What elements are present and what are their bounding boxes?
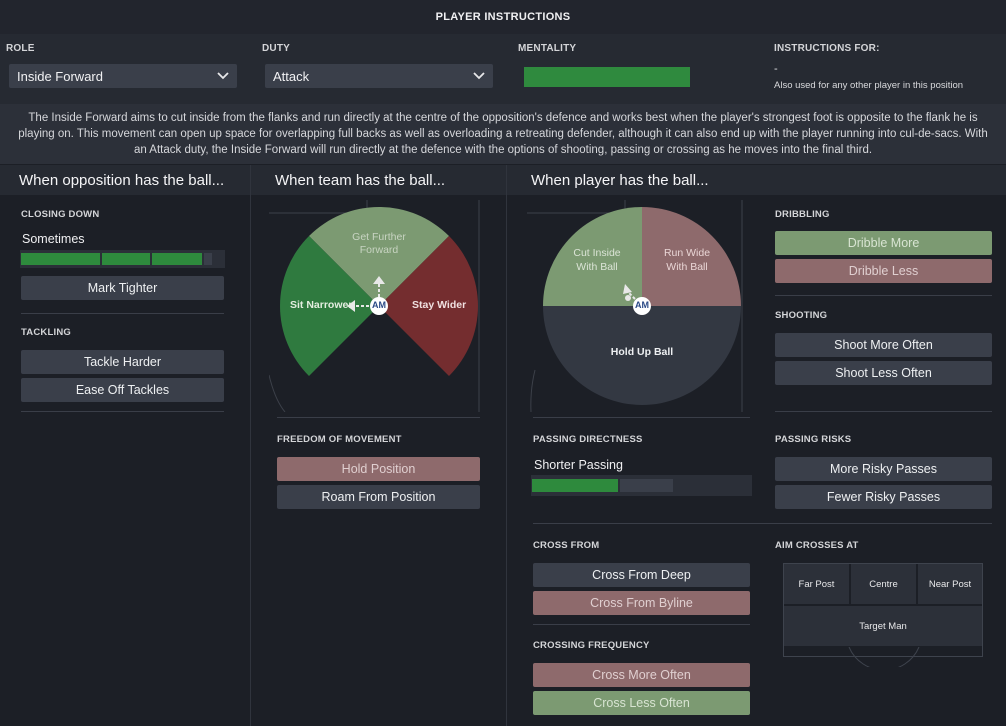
cross-from-label: CROSS FROM: [533, 540, 600, 551]
sit-narrower-option[interactable]: Sit Narrower: [290, 299, 353, 311]
instructions-for-label: INSTRUCTIONS FOR:: [774, 43, 880, 54]
slider-segment: [532, 479, 618, 492]
team-pitch-diagram: [268, 200, 481, 413]
divider: [21, 313, 224, 314]
opposition-header: [0, 165, 250, 195]
player-header: [507, 165, 1006, 195]
slider-segment: [204, 253, 212, 265]
shoot-more-often-button[interactable]: Shoot More Often: [775, 333, 992, 357]
passing-directness-value: Shorter Passing: [534, 458, 623, 472]
team-heading: When team has the ball...: [275, 172, 446, 189]
hold-up-zone: [543, 306, 741, 405]
passing-directness-slider[interactable]: [531, 475, 752, 496]
freedom-label: FREEDOM OF MOVEMENT: [277, 434, 402, 445]
role-select[interactable]: Inside Forward: [9, 64, 237, 88]
cut-inside-option[interactable]: Cut Inside With Ball: [573, 247, 621, 273]
position-marker: AM: [635, 300, 649, 310]
divider: [533, 523, 992, 524]
mark-tighter-button[interactable]: Mark Tighter: [21, 276, 224, 300]
cut-inside-zone: [543, 207, 642, 306]
slider-segment: [152, 253, 202, 265]
closing-down-slider[interactable]: [20, 250, 225, 268]
column-divider: [250, 165, 251, 726]
opposition-heading: When opposition has the ball...: [19, 172, 225, 189]
crossing-frequency-label: CROSSING FREQUENCY: [533, 640, 650, 651]
target-man-option[interactable]: Target Man: [784, 606, 982, 646]
near-post-option[interactable]: Near Post: [918, 564, 982, 604]
get-further-forward-option[interactable]: Get Further Forward: [352, 231, 406, 256]
slider-segment: [620, 479, 673, 492]
team-header: [251, 165, 506, 195]
run-wide-zone: [642, 207, 741, 306]
divider: [775, 295, 992, 296]
cross-from-deep-button[interactable]: Cross From Deep: [533, 563, 750, 587]
instructions-for-note: Also used for any other player in this p…: [774, 80, 964, 91]
ease-off-tackles-button[interactable]: Ease Off Tackles: [21, 378, 224, 402]
dribble-more-button[interactable]: Dribble More: [775, 231, 992, 255]
shoot-less-often-button[interactable]: Shoot Less Often: [775, 361, 992, 385]
duty-label: DUTY: [262, 43, 291, 54]
passing-directness-label: PASSING DIRECTNESS: [533, 434, 643, 445]
aim-crosses-diagram: [783, 563, 983, 667]
divider: [277, 417, 480, 418]
position-marker: AM: [372, 300, 386, 310]
aim-crosses-label: AIM CROSSES AT: [775, 540, 859, 551]
far-post-option[interactable]: Far Post: [784, 564, 849, 604]
role-description: The Inside Forward aims to cut inside fr…: [0, 104, 1006, 164]
duty-select[interactable]: Attack: [265, 64, 493, 88]
chevron-down-icon: [217, 70, 229, 82]
wider-zone: [379, 236, 478, 376]
chevron-down-icon: [473, 70, 485, 82]
cross-from-byline-button[interactable]: Cross From Byline: [533, 591, 750, 615]
slider-segment: [102, 253, 150, 265]
hold-position-button[interactable]: Hold Position: [277, 457, 480, 481]
fewer-risky-passes-button[interactable]: Fewer Risky Passes: [775, 485, 992, 509]
mentality-label: MENTALITY: [518, 43, 577, 54]
run-wide-option[interactable]: Run Wide With Ball: [663, 247, 711, 273]
tackling-label: TACKLING: [21, 327, 71, 338]
instructions-for-value: -: [774, 63, 778, 75]
divider: [533, 624, 750, 625]
dribble-less-button[interactable]: Dribble Less: [775, 259, 992, 283]
further-forward-zone: [309, 207, 449, 306]
closing-down-label: CLOSING DOWN: [21, 209, 100, 220]
dribbling-label: DRIBBLING: [775, 209, 830, 220]
title-text: PLAYER INSTRUCTIONS: [435, 11, 571, 23]
divider: [775, 411, 992, 412]
cross-less-often-button[interactable]: Cross Less Often: [533, 691, 750, 715]
player-pitch-diagram: [527, 200, 745, 413]
roam-from-position-button[interactable]: Roam From Position: [277, 485, 480, 509]
shooting-label: SHOOTING: [775, 310, 828, 321]
mentality-bar: [524, 67, 690, 87]
narrower-zone: [280, 236, 379, 376]
divider: [533, 417, 750, 418]
column-divider: [506, 165, 507, 726]
cross-more-often-button[interactable]: Cross More Often: [533, 663, 750, 687]
hold-up-ball-option[interactable]: Hold Up Ball: [610, 346, 674, 358]
closing-down-value: Sometimes: [22, 232, 85, 246]
more-risky-passes-button[interactable]: More Risky Passes: [775, 457, 992, 481]
player-heading: When player has the ball...: [531, 172, 709, 189]
divider: [21, 411, 224, 412]
centre-option[interactable]: Centre: [851, 564, 916, 604]
tackle-harder-button[interactable]: Tackle Harder: [21, 350, 224, 374]
duty-value: Attack: [273, 68, 310, 84]
passing-risks-label: PASSING RISKS: [775, 434, 852, 445]
stay-wider-option[interactable]: Stay Wider: [412, 299, 467, 311]
slider-segment: [21, 253, 100, 265]
panel-title: PLAYER INSTRUCTIONS: [0, 0, 1006, 34]
role-value: Inside Forward: [17, 68, 103, 84]
role-label: ROLE: [6, 43, 35, 54]
